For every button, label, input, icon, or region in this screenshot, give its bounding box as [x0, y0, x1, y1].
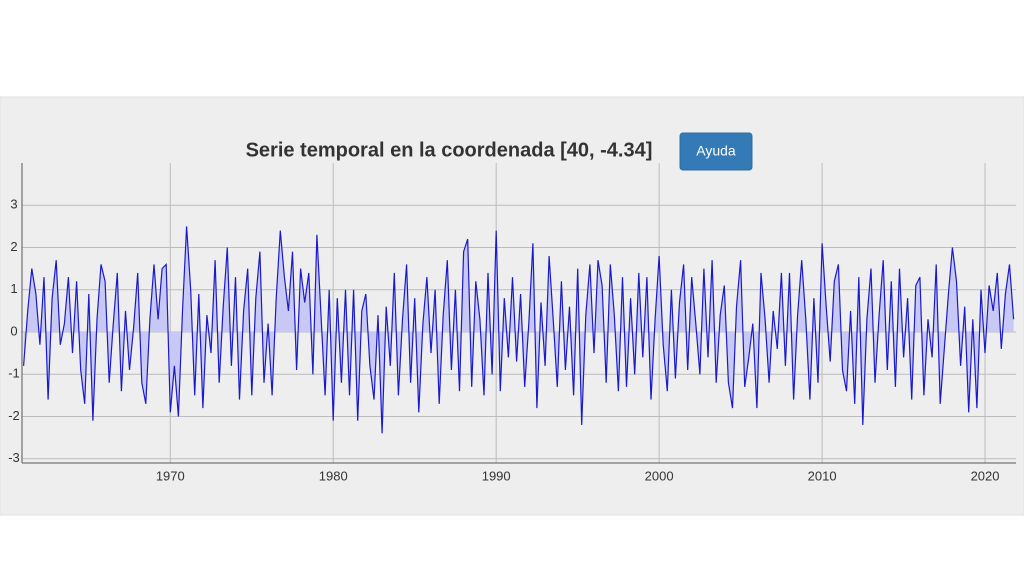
x-tick-label: 2020 [971, 468, 1000, 483]
x-tick-label: 1980 [319, 468, 348, 483]
y-tick-label: 2 [10, 239, 17, 254]
line [23, 226, 1015, 434]
y-tick-label: -2 [8, 408, 20, 423]
x-tick-label: 2010 [808, 468, 837, 483]
chart-title: Serie temporal en la coordenada [40, -4.… [246, 139, 653, 161]
x-tick-label: 1970 [156, 468, 185, 483]
x-tick-label: 2000 [645, 468, 674, 483]
x-tick-label: 1990 [482, 468, 511, 483]
y-tick-label: 3 [10, 197, 17, 212]
y-tick-label: -1 [8, 366, 20, 381]
y-tick-label: 1 [10, 281, 17, 296]
button-label[interactable]: Ayuda [696, 143, 736, 159]
help-button[interactable]: Ayuda [679, 132, 753, 171]
y-tick-label: -3 [8, 450, 20, 465]
y-tick-label: 0 [10, 323, 17, 338]
button-bg[interactable] [679, 132, 753, 171]
